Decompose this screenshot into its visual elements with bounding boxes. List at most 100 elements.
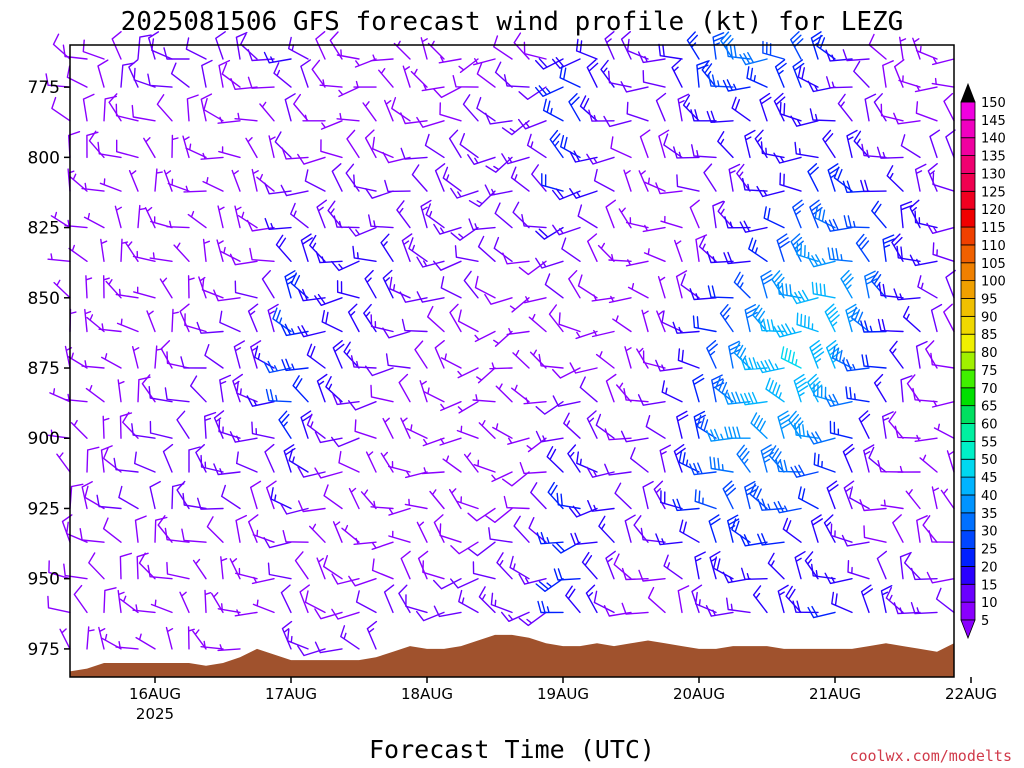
- wind-barb: [134, 515, 147, 543]
- wind-barb: [315, 251, 343, 264]
- wind-barb: [382, 269, 394, 299]
- wind-barb: [363, 303, 377, 333]
- wind-barb: [886, 165, 904, 192]
- wind-barb: [842, 359, 870, 372]
- wind-barb: [86, 131, 99, 159]
- wind-barb: [871, 200, 887, 229]
- wind-barb: [744, 480, 758, 510]
- wind-barb: [424, 133, 445, 159]
- wind-barb: [570, 532, 598, 546]
- wind-barb: [463, 452, 479, 473]
- colorbar-swatch: [960, 173, 976, 192]
- wind-barb: [297, 645, 326, 657]
- wind-barb: [53, 279, 71, 299]
- wind-barb: [440, 401, 462, 412]
- wind-barb: [739, 220, 768, 233]
- wind-barb: [154, 168, 163, 192]
- speed-colorbar: 5 10 15 20 25 30 35 40 45 50 55 60 65 70 75 80 85 90 95 100…: [960, 82, 1006, 640]
- wind-barb: [192, 629, 207, 650]
- wind-barb: [674, 239, 683, 262]
- wind-barb: [115, 103, 139, 122]
- wind-barb: [132, 250, 156, 262]
- wind-barb: [96, 494, 122, 510]
- wind-barb: [642, 350, 666, 369]
- wind-barb: [600, 59, 615, 88]
- wind-barb: [771, 270, 785, 299]
- wind-barb: [365, 365, 394, 377]
- wind-barb: [250, 480, 262, 510]
- wind-barb: [388, 507, 411, 516]
- wind-barb: [202, 238, 210, 262]
- wind-barb: [905, 489, 921, 510]
- wind-barb: [853, 60, 870, 88]
- wind-barb: [103, 275, 110, 299]
- wind-barb: [679, 519, 700, 543]
- wind-barb: [235, 31, 248, 60]
- wind-barb: [416, 256, 445, 268]
- wind-barb: [236, 381, 258, 403]
- wind-barb: [163, 169, 173, 192]
- wind-barb: [398, 584, 411, 614]
- wind-barb: [797, 65, 819, 88]
- x-tick-label: 19AUG: [537, 685, 589, 703]
- y-axis-ticks: 775 800 825 850 875 900 925 950 975: [28, 78, 70, 660]
- wind-barb: [765, 377, 785, 403]
- colorbar-tick-label: 55: [981, 435, 998, 450]
- wind-barb: [595, 351, 615, 369]
- wind-barb: [450, 187, 479, 199]
- wind-barb: [248, 514, 259, 543]
- wind-barb: [860, 320, 887, 333]
- wind-barb: [863, 444, 875, 473]
- wind-barb: [636, 347, 649, 369]
- wind-barb: [171, 483, 185, 510]
- wind-barb: [247, 76, 275, 89]
- wind-barb: [234, 205, 242, 229]
- colorbar-low-arrow: [960, 619, 976, 640]
- wind-barb: [917, 275, 938, 299]
- wind-barb: [705, 605, 734, 617]
- wind-barb: [616, 382, 632, 403]
- wind-barb: [399, 291, 428, 303]
- colorbar-tick-label: 80: [981, 346, 998, 361]
- wind-barb: [221, 62, 241, 88]
- wind-barb: [740, 357, 768, 371]
- wind-barb: [509, 297, 530, 313]
- wind-barb: [591, 294, 615, 302]
- wind-barb: [314, 608, 343, 620]
- wind-barb: [343, 341, 360, 369]
- wind-barb: [943, 303, 955, 333]
- wind-barb: [877, 318, 904, 333]
- wind-barb: [814, 206, 836, 229]
- wind-barb: [658, 43, 683, 60]
- wind-barb: [97, 59, 109, 88]
- wind-barb: [608, 295, 632, 304]
- wind-barb: [200, 152, 224, 160]
- wind-barb: [355, 590, 377, 614]
- wind-barb: [529, 349, 547, 369]
- wind-barb: [233, 340, 245, 369]
- wind-barb: [946, 450, 955, 473]
- wind-barb: [154, 516, 168, 543]
- wind-barb: [463, 270, 479, 299]
- wind-barb: [873, 93, 887, 122]
- wind-barb: [553, 568, 581, 581]
- wind-barb: [526, 133, 547, 159]
- wind-barb: [796, 312, 819, 333]
- wind-barb: [383, 584, 395, 614]
- wind-barb: [64, 393, 88, 403]
- colorbar-swatch: [960, 387, 976, 407]
- wind-barb: [876, 550, 887, 580]
- wind-barb: [365, 188, 394, 199]
- wind-barb: [807, 254, 836, 268]
- wind-barb: [449, 303, 462, 333]
- wind-barb: [88, 130, 105, 159]
- wind-barb: [332, 521, 343, 543]
- wind-barb: [203, 98, 224, 122]
- y-tick-label: 975: [28, 640, 60, 660]
- wind-barb: [421, 467, 445, 475]
- wind-barb: [694, 489, 717, 510]
- wind-barb: [561, 237, 581, 262]
- wind-barb: [577, 274, 598, 299]
- wind-barb: [604, 428, 632, 441]
- wind-barb: [332, 340, 345, 369]
